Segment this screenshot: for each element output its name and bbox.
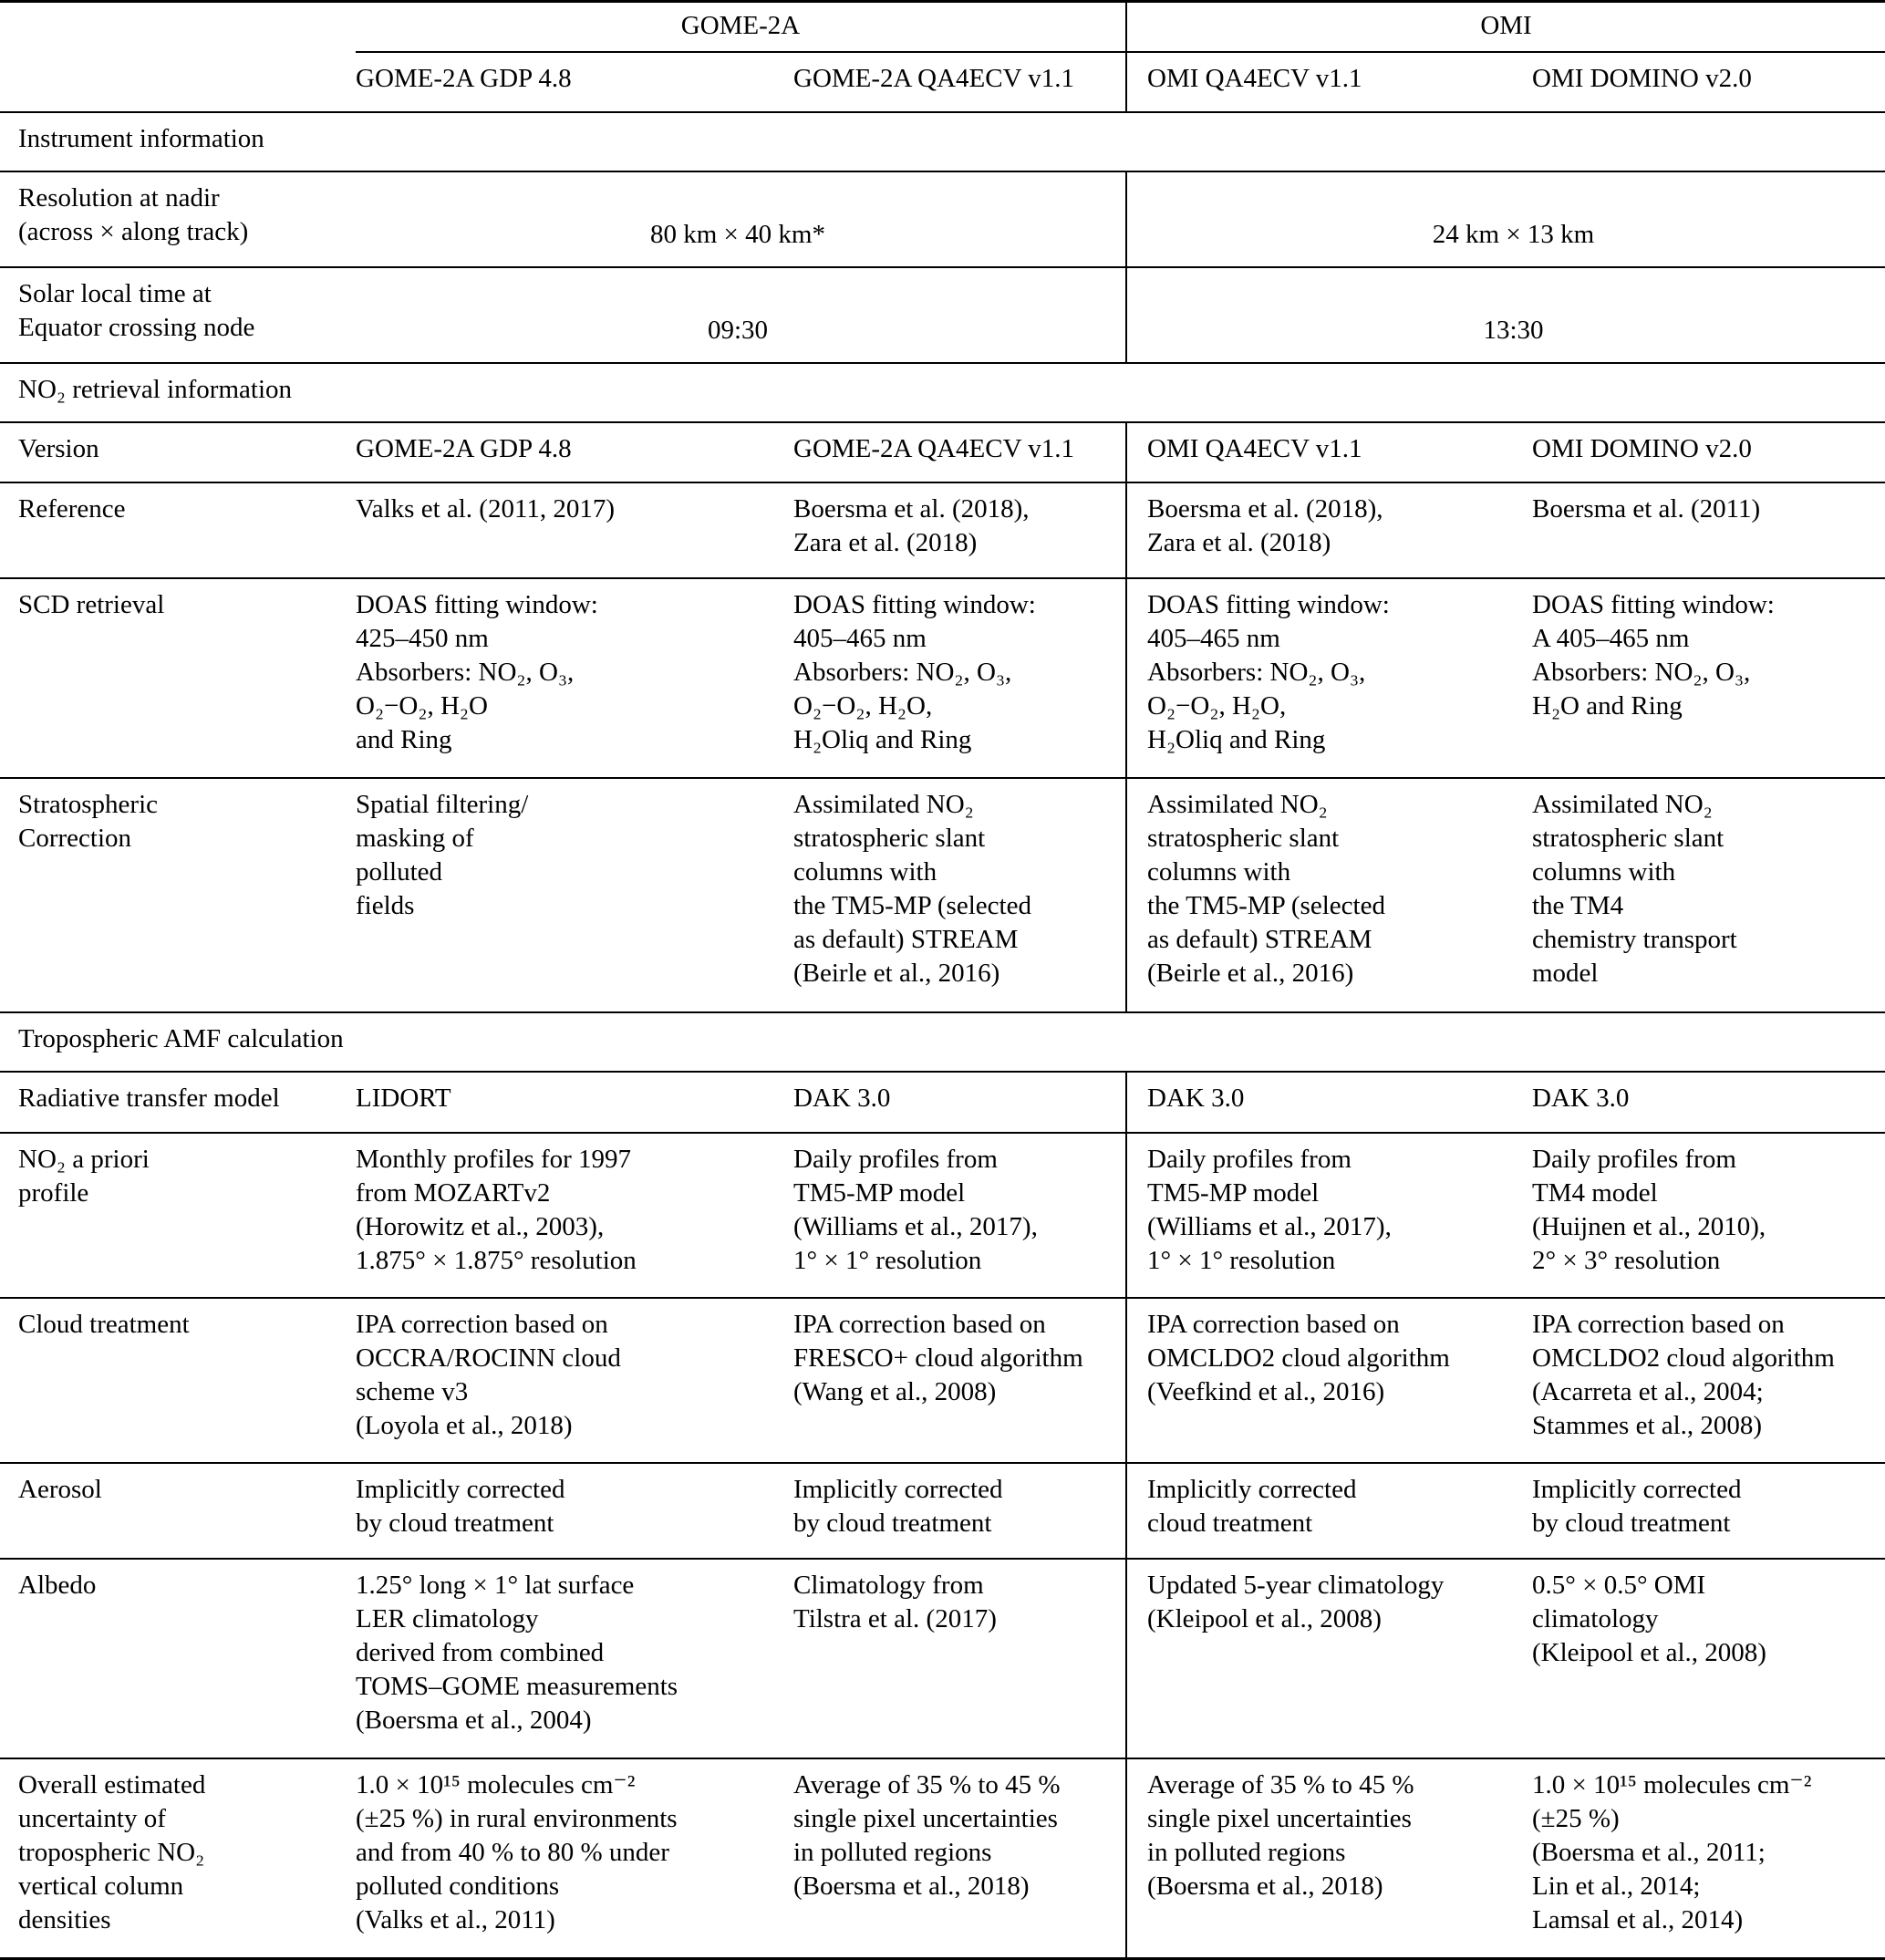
row-label-uncertainty: Overall estimated uncertainty of troposp… — [18, 1769, 206, 1934]
cell-apriori-omi-qa4ecv: Daily profiles from TM5-MP model (Willia… — [1125, 1132, 1532, 1298]
column-header-spacer — [0, 52, 356, 113]
group-header-row: GOME-2A OMI — [0, 1, 1885, 53]
row-label-aerosol: Aerosol — [18, 1474, 102, 1504]
table-row-cloud: Cloud treatment IPA correction based on … — [0, 1297, 1885, 1463]
group-header-gome2a: GOME-2A — [356, 1, 1126, 53]
table-row-albedo: Albedo 1.25° long × 1° lat surface LER c… — [0, 1558, 1885, 1758]
table-row-uncertainty: Overall estimated uncertainty of troposp… — [0, 1758, 1885, 1959]
cell-albedo-omi-domino: 0.5° × 0.5° OMI climatology (Kleipool et… — [1532, 1570, 1766, 1667]
table-row-aerosol: Aerosol Implicitly corrected by cloud tr… — [0, 1462, 1885, 1559]
section-row-no2-retrieval: NO₂ retrieval information — [0, 362, 1885, 422]
cell-scd-gome2a-qa4ecv: DOAS fitting window: 405–465 nm Absorber… — [793, 590, 1036, 755]
cell-uncertainty-gome2a-qa4ecv: Average of 35 % to 45 % single pixel unc… — [793, 1769, 1061, 1901]
cell-resolution-omi: 24 km × 13 km — [1124, 171, 1885, 267]
cell-rtm-gome2a-qa4ecv: DAK 3.0 — [793, 1084, 891, 1114]
cell-version-omi-domino: OMI DOMINO v2.0 — [1532, 433, 1752, 463]
column-header-gome2a-qa4ecv: GOME-2A QA4ECV v1.1 — [793, 63, 1074, 93]
cell-rtm-gdp48: LIDORT — [356, 1084, 451, 1114]
cell-solar-time-omi: 13:30 — [1124, 266, 1885, 363]
table-row-stratospheric: Stratospheric Correction Spatial filteri… — [0, 778, 1885, 1013]
cell-stratospheric-omi-qa4ecv: Assimilated NO₂ stratospheric slant colu… — [1125, 778, 1532, 1013]
cell-albedo-omi-qa4ecv: Updated 5-year climatology (Kleipool et … — [1125, 1558, 1532, 1758]
cell-cloud-omi-qa4ecv: IPA correction based on OMCLDO2 cloud al… — [1125, 1297, 1532, 1463]
cell-cloud-gdp48: IPA correction based on OCCRA/ROCINN clo… — [356, 1309, 621, 1440]
cell-aerosol-omi-qa4ecv: Implicitly corrected cloud treatment — [1125, 1462, 1532, 1559]
section-row-amf: Tropospheric AMF calculation — [0, 1012, 1885, 1072]
row-label-solar-time: Solar local time at Equator crossing nod… — [18, 278, 255, 342]
cell-reference-omi-domino: Boersma et al. (2011) — [1532, 494, 1761, 524]
cell-stratospheric-gome2a-qa4ecv: Assimilated NO₂ stratospheric slant colu… — [793, 790, 1031, 989]
table-row-reference: Reference Valks et al. (2011, 2017) Boer… — [0, 482, 1885, 579]
cell-rtm-omi-qa4ecv: DAK 3.0 — [1125, 1072, 1532, 1133]
cell-uncertainty-omi-qa4ecv: Average of 35 % to 45 % single pixel unc… — [1125, 1758, 1532, 1959]
cell-apriori-omi-domino: Daily profiles from TM4 model (Huijnen e… — [1532, 1144, 1766, 1275]
cell-albedo-gome2a-qa4ecv: Climatology from Tilstra et al. (2017) — [793, 1570, 997, 1633]
cell-stratospheric-omi-domino: Assimilated NO₂ stratospheric slant colu… — [1532, 790, 1737, 989]
section-title-no2-retrieval: NO₂ retrieval information — [18, 374, 293, 404]
cell-reference-gdp48: Valks et al. (2011, 2017) — [356, 494, 616, 524]
section-row-instrument: Instrument information — [0, 112, 1885, 171]
row-label-scd: SCD retrieval — [18, 590, 165, 620]
row-label-reference: Reference — [18, 494, 126, 524]
cell-scd-omi-qa4ecv: DOAS fitting window: 405–465 nm Absorber… — [1125, 578, 1532, 779]
cell-cloud-gome2a-qa4ecv: IPA correction based on FRESCO+ cloud al… — [793, 1309, 1083, 1406]
table-row-scd: SCD retrieval DOAS fitting window: 425–4… — [0, 578, 1885, 779]
cell-aerosol-gome2a-qa4ecv: Implicitly corrected by cloud treatment — [793, 1474, 1003, 1538]
cell-albedo-gdp48: 1.25° long × 1° lat surface LER climatol… — [356, 1570, 678, 1735]
table-row-resolution: Resolution at nadir (across × along trac… — [0, 171, 1885, 267]
cell-uncertainty-gdp48: 1.0 × 10¹⁵ molecules cm⁻² (±25 %) in rur… — [356, 1769, 678, 1934]
cell-version-omi-qa4ecv: OMI QA4ECV v1.1 — [1125, 421, 1532, 483]
row-label-version: Version — [18, 433, 99, 463]
row-label-apriori: NO₂ a priori profile — [18, 1144, 150, 1208]
cell-version-gdp48: GOME-2A GDP 4.8 — [356, 433, 572, 463]
column-header-omi-qa4ecv: OMI QA4ECV v1.1 — [1125, 51, 1532, 113]
cell-reference-omi-qa4ecv: Boersma et al. (2018), Zara et al. (2018… — [1125, 482, 1532, 579]
cell-cloud-omi-domino: IPA correction based on OMCLDO2 cloud al… — [1532, 1309, 1835, 1440]
column-header-row: GOME-2A GDP 4.8 GOME-2A QA4ECV v1.1 OMI … — [0, 51, 1885, 113]
row-label-resolution: Resolution at nadir (across × along trac… — [18, 183, 249, 247]
row-label-stratospheric: Stratospheric Correction — [18, 790, 159, 854]
cell-aerosol-gdp48: Implicitly corrected by cloud treatment — [356, 1474, 565, 1538]
section-title-amf: Tropospheric AMF calculation — [18, 1024, 344, 1054]
table-row-solar-time: Solar local time at Equator crossing nod… — [0, 266, 1885, 363]
row-label-albedo: Albedo — [18, 1570, 97, 1600]
cell-scd-gdp48: DOAS fitting window: 425–450 nm Absorber… — [356, 590, 598, 755]
cell-version-gome2a-qa4ecv: GOME-2A QA4ECV v1.1 — [793, 433, 1074, 463]
row-label-cloud: Cloud treatment — [18, 1309, 190, 1339]
group-header-omi: OMI — [1124, 1, 1885, 53]
section-title-instrument: Instrument information — [18, 124, 264, 154]
cell-reference-gome2a-qa4ecv: Boersma et al. (2018), Zara et al. (2018… — [793, 494, 1030, 558]
cell-aerosol-omi-domino: Implicitly corrected by cloud treatment — [1532, 1474, 1742, 1538]
table-row-version: Version GOME-2A GDP 4.8 GOME-2A QA4ECV v… — [0, 421, 1885, 483]
table-row-rtm: Radiative transfer model LIDORT DAK 3.0 … — [0, 1072, 1885, 1133]
row-label-rtm: Radiative transfer model — [18, 1084, 280, 1114]
cell-stratospheric-gdp48: Spatial filtering/ masking of polluted f… — [356, 790, 529, 921]
cell-apriori-gdp48: Monthly profiles for 1997 from MOZARTv2 … — [356, 1144, 637, 1275]
cell-apriori-gome2a-qa4ecv: Daily profiles from TM5-MP model (Willia… — [793, 1144, 1038, 1275]
cell-uncertainty-omi-domino: 1.0 × 10¹⁵ molecules cm⁻² (±25 %) (Boers… — [1532, 1769, 1812, 1934]
cell-rtm-omi-domino: DAK 3.0 — [1532, 1084, 1630, 1114]
column-header-omi-domino: OMI DOMINO v2.0 — [1532, 63, 1752, 93]
table-row-apriori: NO₂ a priori profile Monthly profiles fo… — [0, 1132, 1885, 1298]
group-header-spacer — [0, 2, 356, 52]
cell-solar-time-gome2a: 09:30 — [707, 315, 769, 345]
cell-scd-omi-domino: DOAS fitting window: A 405–465 nm Absorb… — [1532, 590, 1775, 721]
column-header-gome2a-gdp48: GOME-2A GDP 4.8 — [356, 63, 572, 93]
cell-resolution-gome2a: 80 km × 40 km* — [650, 219, 825, 249]
